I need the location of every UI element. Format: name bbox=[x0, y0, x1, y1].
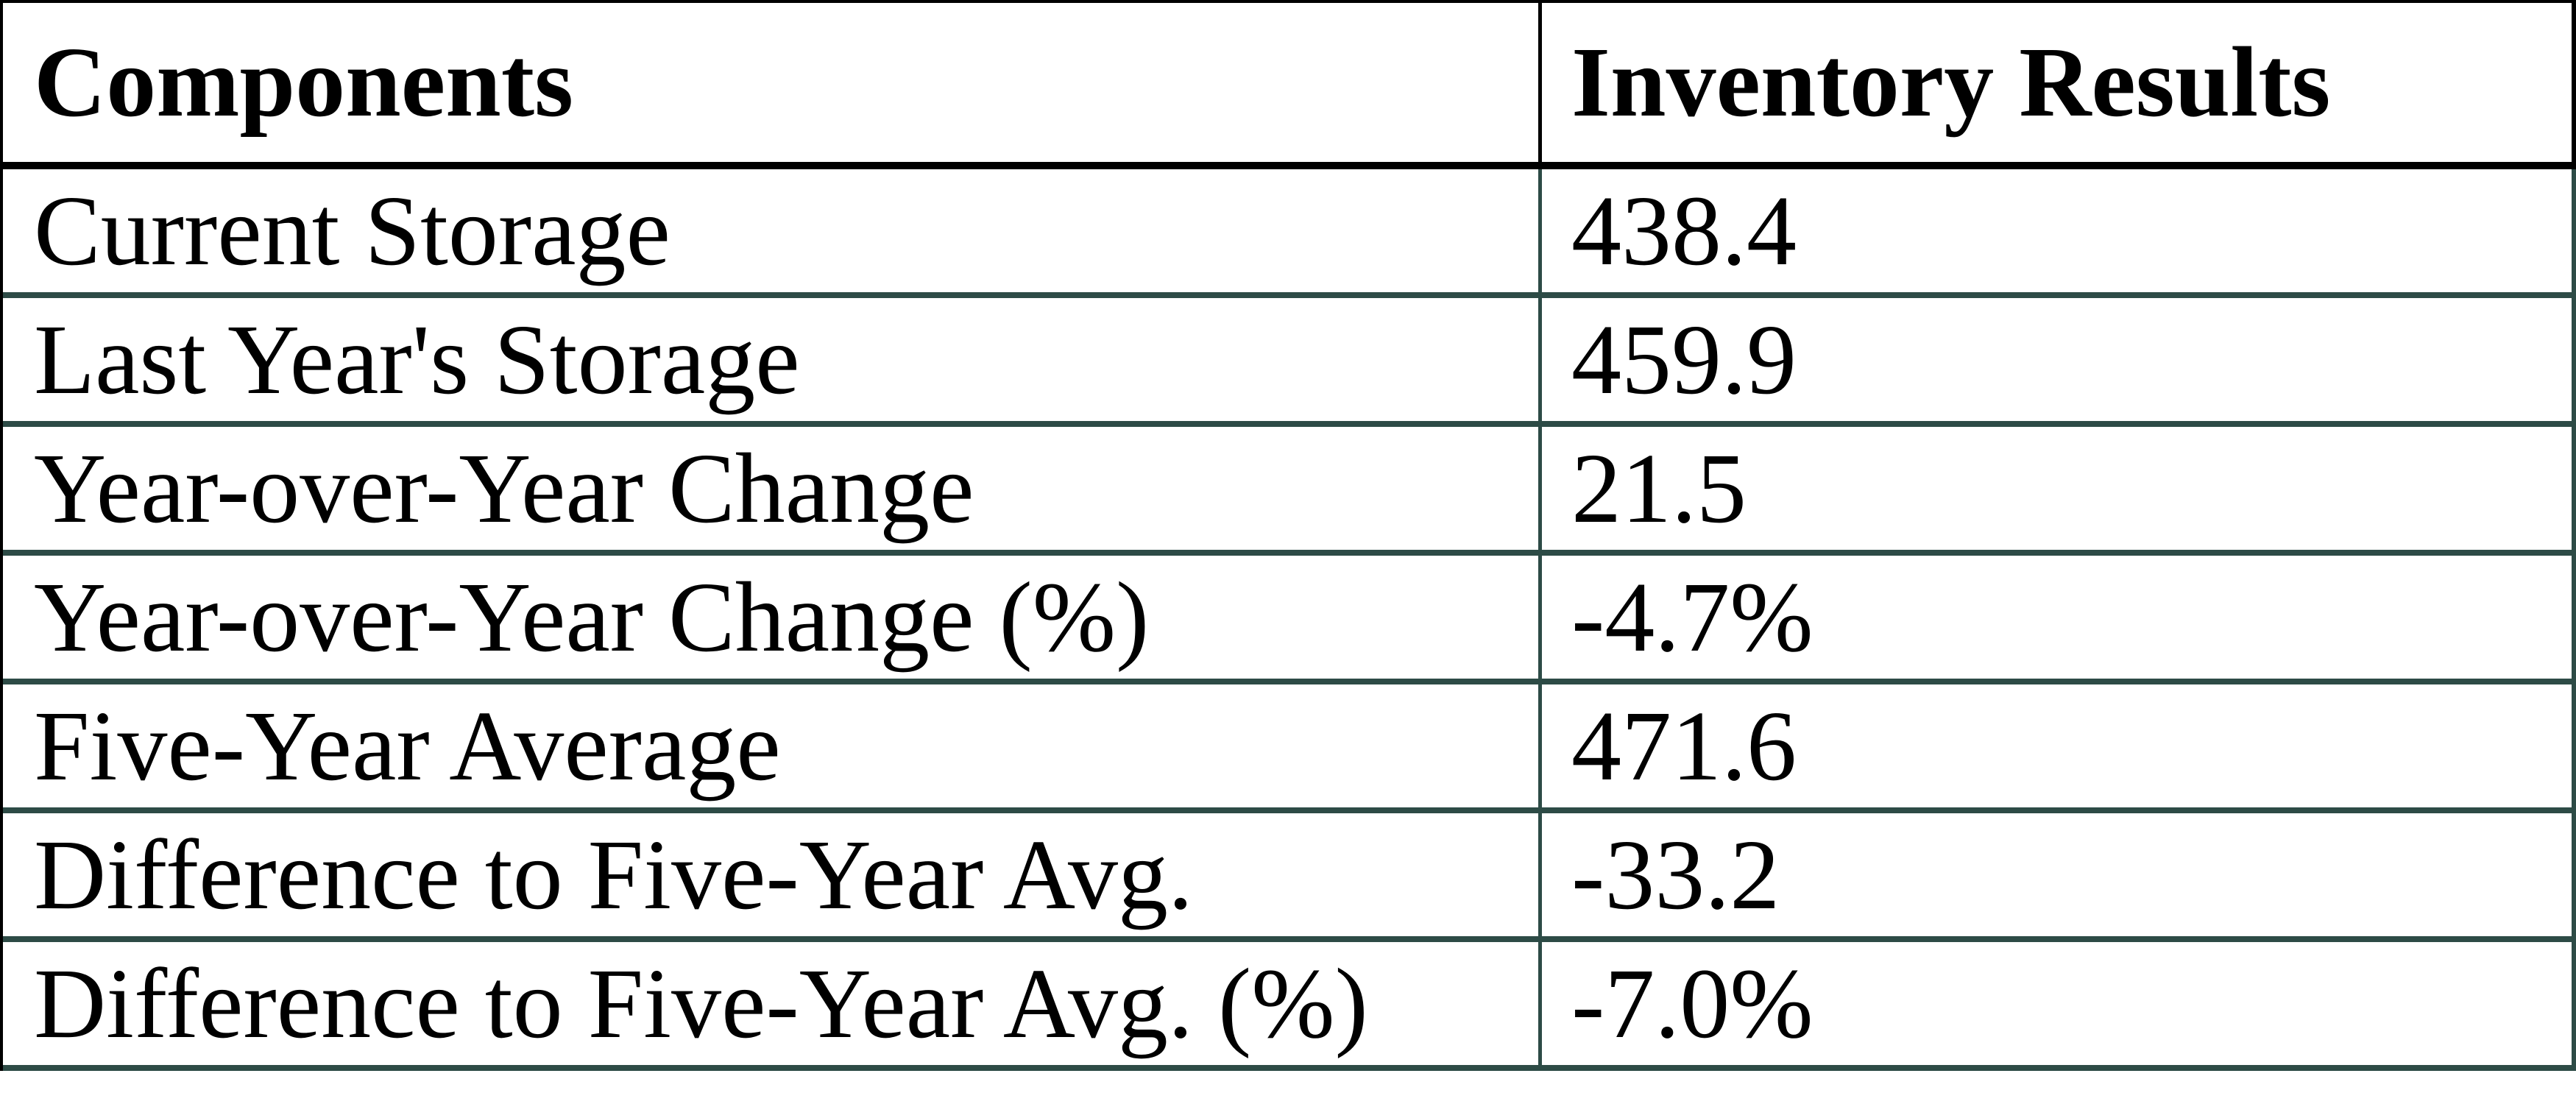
component-cell: Difference to Five-Year Avg. (%) bbox=[3, 942, 1542, 1065]
component-cell: Difference to Five-Year Avg. bbox=[3, 813, 1542, 936]
table-row: Last Year's Storage 459.9 bbox=[3, 298, 2576, 427]
component-cell: Last Year's Storage bbox=[3, 298, 1542, 421]
inventory-table: Components Inventory Results Current Sto… bbox=[0, 0, 2576, 1071]
component-cell: Year-over-Year Change bbox=[3, 427, 1542, 550]
value-cell: -4.7% bbox=[1542, 556, 2576, 679]
header-components: Components bbox=[3, 3, 1542, 162]
value-cell: 459.9 bbox=[1542, 298, 2576, 421]
table-row: Difference to Five-Year Avg. (%) -7.0% bbox=[3, 942, 2576, 1071]
table-row: Year-over-Year Change (%) -4.7% bbox=[3, 556, 2576, 684]
value-cell: 438.4 bbox=[1542, 169, 2576, 292]
component-cell: Year-over-Year Change (%) bbox=[3, 556, 1542, 679]
table-row: Five-Year Average 471.6 bbox=[3, 684, 2576, 813]
value-cell: -33.2 bbox=[1542, 813, 2576, 936]
component-cell: Five-Year Average bbox=[3, 684, 1542, 807]
value-cell: -7.0% bbox=[1542, 942, 2576, 1065]
value-cell: 471.6 bbox=[1542, 684, 2576, 807]
table-row: Year-over-Year Change 21.5 bbox=[3, 427, 2576, 556]
table-row: Current Storage 438.4 bbox=[3, 169, 2576, 298]
header-inventory-results: Inventory Results bbox=[1542, 3, 2576, 162]
table-header-row: Components Inventory Results bbox=[3, 3, 2576, 169]
table-row: Difference to Five-Year Avg. -33.2 bbox=[3, 813, 2576, 942]
value-cell: 21.5 bbox=[1542, 427, 2576, 550]
component-cell: Current Storage bbox=[3, 169, 1542, 292]
